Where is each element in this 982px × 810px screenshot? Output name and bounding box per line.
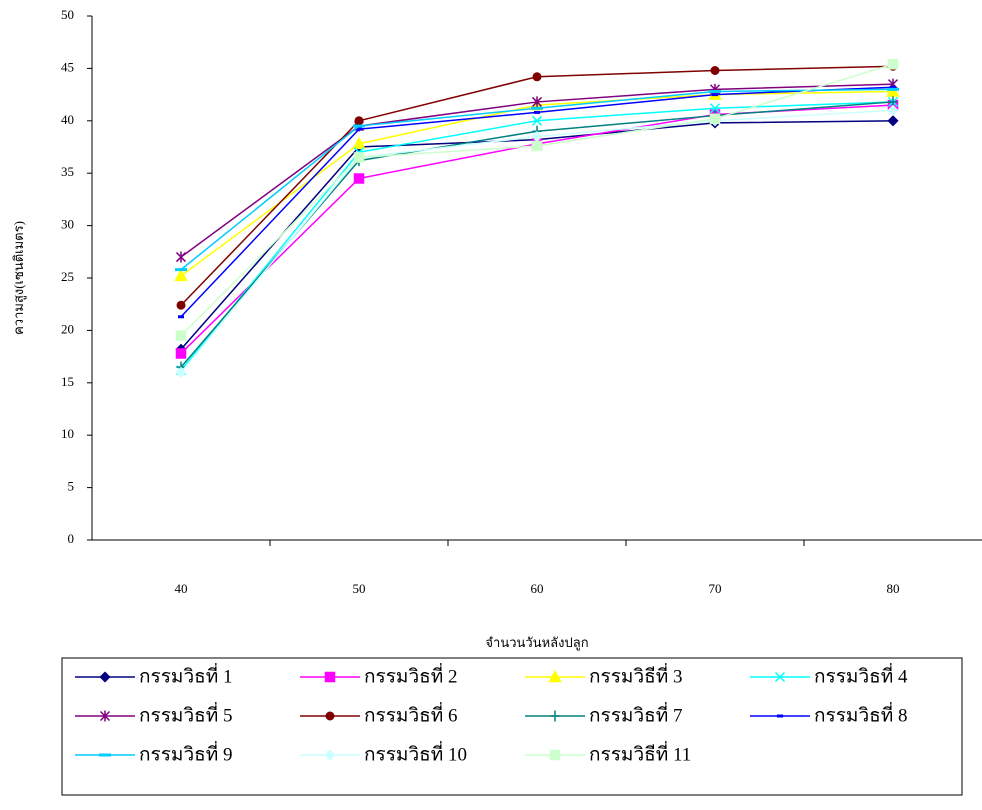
point <box>175 268 187 272</box>
legend-label: กรรมวิธที่ 7 <box>589 701 682 726</box>
y-tick-label: 0 <box>68 531 75 546</box>
point <box>886 84 900 97</box>
point <box>353 124 365 128</box>
point <box>534 110 540 114</box>
legend-label: กรรมวิธที่ 10 <box>364 740 467 765</box>
marker <box>324 749 336 761</box>
point <box>887 87 899 91</box>
marker <box>777 714 783 718</box>
y-tick-label: 35 <box>61 164 74 179</box>
y-tick-label: 5 <box>68 479 75 494</box>
marker <box>99 671 111 683</box>
point <box>354 116 364 126</box>
legend-label: กรรมวิธที่ 8 <box>814 701 907 726</box>
series <box>178 85 896 319</box>
point <box>709 113 721 124</box>
y-tick-label: 25 <box>61 269 74 284</box>
y-tick-label: 30 <box>61 217 74 232</box>
x-axis-label: จำนวนวันหลังปลูก <box>485 635 588 651</box>
point <box>887 104 899 116</box>
point <box>352 136 366 150</box>
point <box>887 115 899 127</box>
point <box>532 72 542 82</box>
y-axis-label: ความสูง(เซนติเมตร) <box>11 221 27 335</box>
y-tick-label: 40 <box>61 112 74 127</box>
point <box>176 300 186 310</box>
marker <box>774 671 786 683</box>
y-tick-label: 10 <box>61 426 74 441</box>
point <box>353 173 365 184</box>
legend-label: กรรมวิธที่ 2 <box>364 662 457 687</box>
point <box>175 366 187 378</box>
marker <box>549 749 561 761</box>
x-tick-label: 40 <box>175 581 188 596</box>
x-tick-label: 80 <box>887 581 900 596</box>
point <box>174 268 188 282</box>
point <box>531 140 543 152</box>
point <box>531 106 543 110</box>
point <box>178 315 184 319</box>
point <box>353 152 365 163</box>
x-tick-label: 50 <box>353 581 366 596</box>
marker <box>99 753 111 757</box>
y-tick-label: 15 <box>61 374 74 389</box>
y-tick-label: 50 <box>61 7 74 22</box>
y-tick-label: 20 <box>61 321 74 336</box>
point <box>175 330 187 341</box>
legend-label: กรรมวิธที่ 1 <box>139 662 232 687</box>
legend-label: กรรมวิธที่ 9 <box>139 740 232 765</box>
marker <box>324 671 336 683</box>
point <box>887 58 899 70</box>
point <box>710 65 720 75</box>
point <box>712 93 718 97</box>
legend-label: กรรมวิธที่ 6 <box>364 701 457 726</box>
marker <box>548 669 562 683</box>
y-tick-label: 45 <box>61 59 74 74</box>
marker <box>550 710 560 722</box>
point <box>356 127 362 131</box>
x-tick-label: 60 <box>531 581 544 596</box>
legend-label: กรรมวิธีที่ 3 <box>589 662 682 687</box>
series <box>175 87 899 272</box>
point <box>890 85 896 89</box>
marker <box>325 711 335 721</box>
point <box>175 348 187 359</box>
point <box>175 251 187 263</box>
point <box>531 115 543 126</box>
legend-label: กรรมวิธที่ 4 <box>814 662 908 687</box>
series <box>175 115 899 355</box>
point <box>709 103 721 114</box>
legend-label: กรรมวิธีที่ 11 <box>589 740 691 765</box>
x-tick-label: 70 <box>709 581 722 596</box>
legend-box <box>61 657 963 796</box>
series-line <box>180 120 894 350</box>
point <box>531 96 543 108</box>
marker <box>99 710 111 722</box>
series <box>175 58 899 341</box>
legend-label: กรรมวิธที่ 5 <box>139 701 232 726</box>
point <box>709 89 721 93</box>
legend: กรรมวิธที่ 1 กรรมวิธที่ 2 กรรมวิธีที่ 3 กรร… <box>75 662 908 765</box>
